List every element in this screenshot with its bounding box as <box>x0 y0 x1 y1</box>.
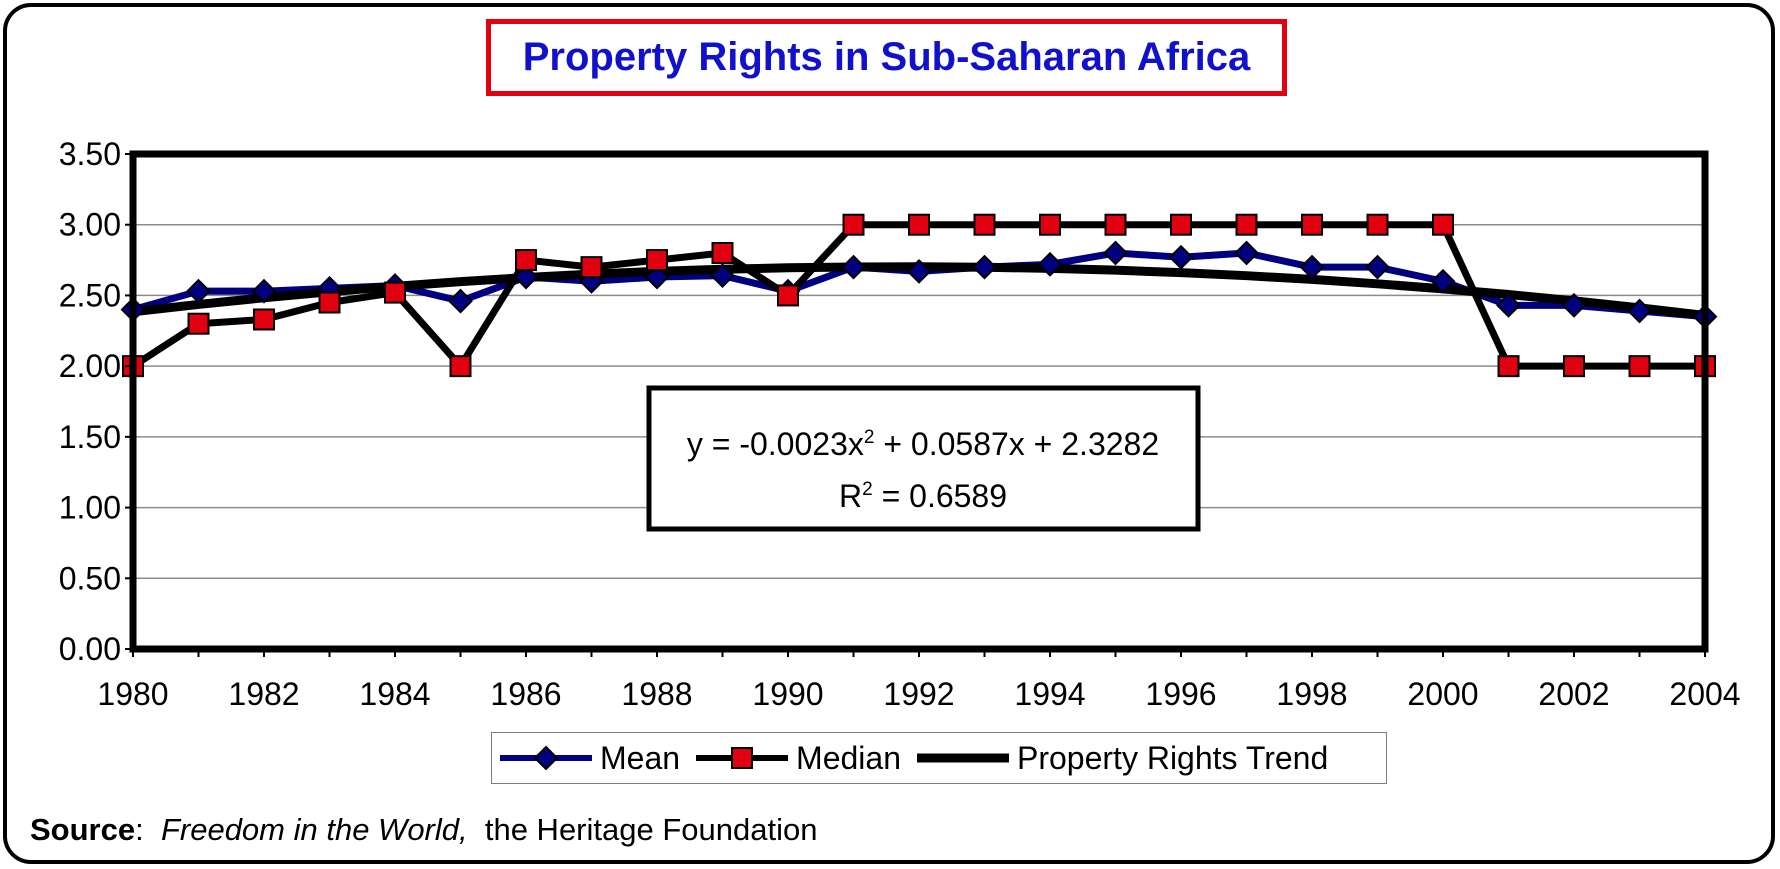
median-point <box>1170 213 1192 236</box>
x-tick-label: 1980 <box>97 676 168 712</box>
legend-label-mean: Mean <box>600 739 681 776</box>
mean-point <box>644 264 670 290</box>
mean-point <box>1496 292 1521 318</box>
x-tick-label: 1994 <box>1014 676 1085 712</box>
median-point <box>318 291 341 314</box>
x-tick-label: 1988 <box>621 676 692 712</box>
x-tick-label: 1998 <box>1276 676 1347 712</box>
median-point <box>253 308 275 331</box>
x-tick-label: 1990 <box>752 676 823 712</box>
legend-label-median: Median <box>796 739 901 776</box>
legend-item-median: Median <box>694 740 901 777</box>
median-point <box>1235 213 1258 236</box>
median-point <box>187 312 210 335</box>
median-point <box>973 213 996 236</box>
median-point <box>1366 213 1389 236</box>
mean-point <box>906 258 932 284</box>
chart-title: Property Rights in Sub-Saharan Africa <box>522 35 1251 79</box>
x-tick-label: 2000 <box>1407 676 1478 712</box>
x-tick-label: 2004 <box>1669 676 1740 712</box>
mean-point <box>1627 298 1652 324</box>
x-tick-label: 1982 <box>228 676 299 712</box>
source-publisher: the Heritage Foundation <box>467 812 818 847</box>
source-separator: : <box>135 812 161 847</box>
legend: Mean Median Property Rights Trend <box>491 732 1387 784</box>
mean-point <box>1103 240 1128 266</box>
y-tick-label: 2.00 <box>59 348 121 384</box>
median-point <box>1104 213 1127 236</box>
median-point <box>449 355 472 378</box>
legend-label-trend: Property Rights Trend <box>1017 739 1329 776</box>
mean-point <box>710 263 735 289</box>
y-tick-label: 3.00 <box>59 207 121 243</box>
median-point <box>1497 355 1520 378</box>
trend-equation-box: y = -0.0023x2 + 0.0587x + 2.3282 R2 = 0.… <box>646 385 1201 532</box>
median-point <box>515 249 537 272</box>
mean-point <box>1234 240 1259 266</box>
median-point <box>1628 355 1651 378</box>
x-tick-label: 1984 <box>359 676 430 712</box>
median-point <box>646 249 668 272</box>
mean-point <box>972 254 997 280</box>
y-tick-label: 3.50 <box>59 136 121 172</box>
plot-border <box>129 150 1709 653</box>
source-label: Source <box>30 812 136 847</box>
mean-point <box>1168 244 1194 270</box>
median-point <box>580 256 603 279</box>
median-point <box>777 284 799 307</box>
mean-point <box>1430 268 1456 294</box>
mean-point <box>513 264 539 290</box>
median-point <box>1039 213 1061 236</box>
mean-point <box>1037 251 1063 277</box>
series-layer <box>120 213 1718 378</box>
x-tick-label: 1992 <box>883 676 954 712</box>
y-tick-label: 2.50 <box>59 277 121 313</box>
median-point <box>711 242 734 264</box>
y-tick-label: 0.00 <box>59 631 121 667</box>
source-note: Source: Freedom in the World, the Herita… <box>30 812 817 848</box>
y-tick-label: 1.00 <box>59 490 121 526</box>
legend-item-mean: Mean <box>498 740 680 777</box>
mean-point <box>1299 254 1325 280</box>
axes: 0.00 0.50 1.00 1.50 2.00 2.50 3.00 3.50 1980 1982… <box>59 136 1741 712</box>
equation-box-border <box>646 385 1201 532</box>
x-tick-label: 1986 <box>490 676 561 712</box>
mean-point <box>841 254 866 280</box>
source-work-title: Freedom in the World, <box>160 812 468 847</box>
legend-swatch-mean <box>500 745 592 771</box>
r-squared-text: R2 = 0.6589 <box>839 478 1007 514</box>
y-tick-label: 0.50 <box>59 560 121 596</box>
y-tick-label: 1.50 <box>59 419 121 455</box>
mean-point <box>448 288 473 314</box>
x-tick-label: 1996 <box>1145 676 1216 712</box>
mean-point <box>251 278 277 304</box>
chart-title-box: Property Rights in Sub-Saharan Africa <box>486 19 1287 96</box>
legend-swatch-trend <box>917 753 1009 763</box>
median-point <box>1563 355 1585 378</box>
mean-point <box>1561 292 1587 318</box>
x-tick-label: 2002 <box>1538 676 1609 712</box>
median-point <box>908 213 930 236</box>
median-point <box>384 281 406 304</box>
legend-item-trend: Property Rights Trend <box>915 740 1328 777</box>
median-point <box>1301 213 1323 236</box>
median-point <box>1432 213 1454 236</box>
mean-point <box>1365 254 1390 280</box>
legend-swatch-median <box>696 747 789 769</box>
equation-text: y = -0.0023x2 + 0.0587x + 2.3282 <box>687 426 1159 462</box>
mean-point <box>186 278 211 304</box>
median-point <box>842 213 865 236</box>
